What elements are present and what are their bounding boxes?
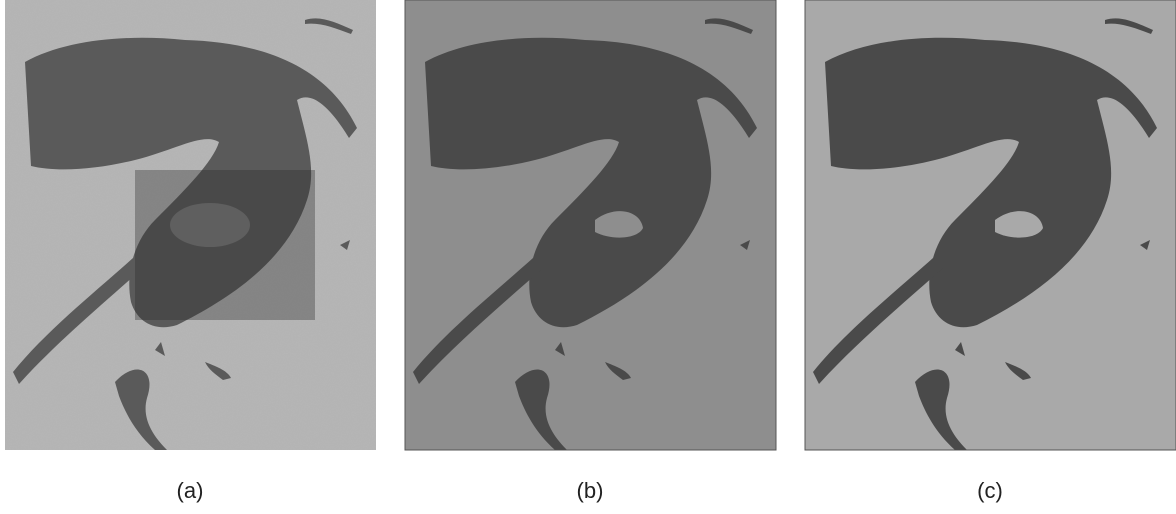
panel-c [805, 0, 1176, 450]
panel-b [405, 0, 776, 450]
panel-label: (c) [977, 478, 1003, 503]
panel-a-shadow [135, 170, 315, 320]
page: {"panels": [{"label": "(a)"}, {"label": … [0, 0, 1176, 514]
panel-label: (b) [577, 478, 604, 503]
panel-a [5, 0, 376, 450]
panel-label: (a) [177, 478, 204, 503]
figure: (a) (b) (c) [0, 0, 1176, 514]
